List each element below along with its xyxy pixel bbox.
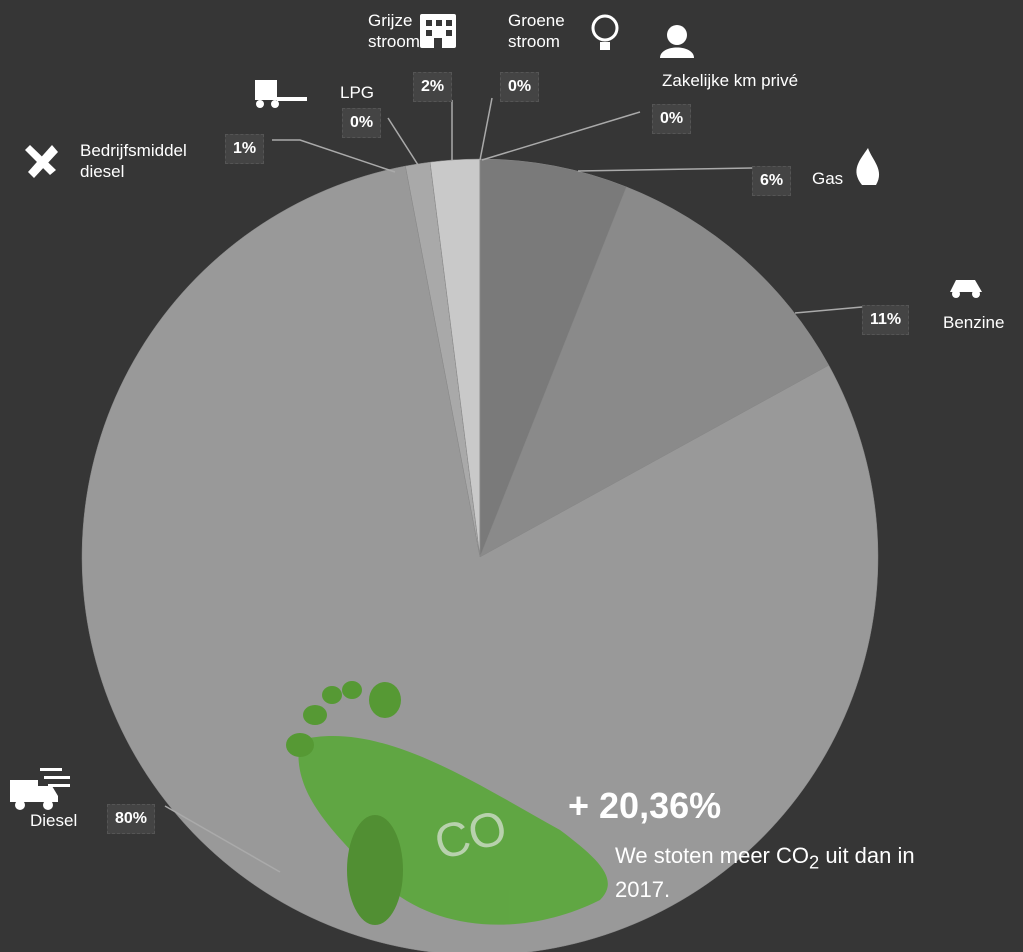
category-label: LPG — [340, 82, 390, 103]
value-label: 0% — [500, 72, 539, 102]
note-subscript: 2 — [809, 851, 819, 872]
value-label: 11% — [862, 305, 909, 335]
value-label: 1% — [225, 134, 264, 164]
value-label: 0% — [652, 104, 691, 134]
note: We stoten meer CO2 uit dan in 2017. — [615, 842, 975, 904]
page: CO Gas6%Benzine11%Diesel80%Bedrijfsmidde… — [0, 0, 1023, 952]
value-label: 6% — [752, 166, 791, 196]
value-label: 80% — [107, 804, 155, 834]
category-label: Diesel — [30, 810, 100, 831]
category-label: Benzine — [943, 312, 1023, 333]
category-label: Groene stroom — [508, 10, 578, 52]
leader-line — [272, 140, 395, 172]
headline: + 20,36% — [568, 785, 721, 827]
leader-line — [795, 307, 862, 313]
leader-line — [482, 112, 640, 160]
leader-line — [578, 168, 752, 171]
category-label: Grijze stroom — [368, 10, 428, 52]
value-label: 0% — [342, 108, 381, 138]
category-label: Zakelijke km privé — [662, 70, 862, 91]
value-label: 2% — [413, 72, 452, 102]
leader-line — [480, 98, 492, 160]
category-label: Gas — [812, 168, 872, 189]
leader-line — [388, 118, 420, 168]
category-label: Bedrijfsmiddel diesel — [80, 140, 220, 182]
note-text: We stoten meer CO — [615, 843, 809, 868]
